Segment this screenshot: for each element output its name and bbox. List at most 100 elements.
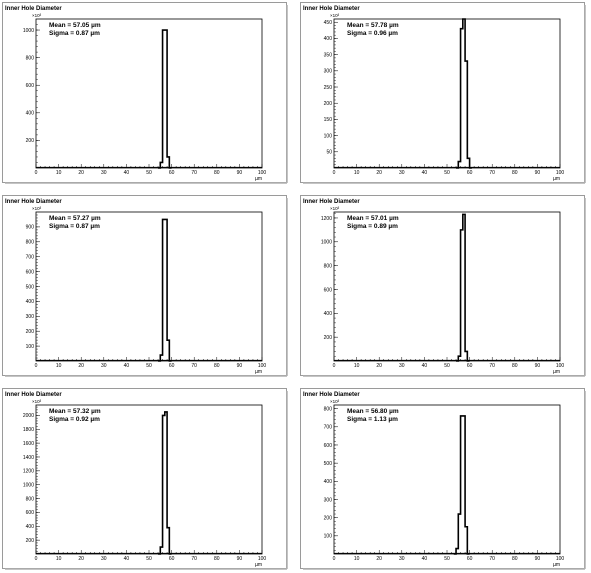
x-tick-label: 50 <box>146 170 152 176</box>
y-tick-label: 400 <box>26 299 35 305</box>
x-tick-label: 90 <box>535 556 541 562</box>
histogram-panel-1: Inner Hole Diameter ×10³ 0 10 20 30 40 50 60 70 80… <box>2 2 290 186</box>
y-tick-label: 200 <box>26 138 35 144</box>
x-tick-label: 90 <box>535 363 541 369</box>
sigma-label: Sigma = 1.13 µm <box>347 416 398 423</box>
panel-frame <box>2 2 287 183</box>
x-tick-label: 30 <box>399 556 405 562</box>
y-tick-label: 1000 <box>23 28 34 34</box>
y-tick-label: 500 <box>324 461 333 467</box>
x-tick-label: 40 <box>422 170 428 176</box>
y-tick-label: 800 <box>324 406 333 412</box>
x-tick-label: 80 <box>512 556 518 562</box>
y-tick-label: 600 <box>26 510 35 516</box>
chart-title: Inner Hole Diameter <box>303 199 360 205</box>
x-tick-label: 100 <box>556 363 565 369</box>
x-tick-label: 0 <box>333 556 336 562</box>
y-tick-label: 1000 <box>321 240 332 246</box>
y-tick-label: 200 <box>324 515 333 521</box>
y-tick-label: 200 <box>324 101 333 107</box>
y-tick-label: 1000 <box>23 482 34 488</box>
mean-label: Mean = 57.32 µm <box>49 408 101 415</box>
panel-frame <box>300 2 585 183</box>
y-tick-label: 300 <box>324 69 333 75</box>
x-tick-label: 100 <box>258 170 267 176</box>
y-tick-label: 1200 <box>321 216 332 222</box>
x-axis-unit: µm <box>553 176 560 182</box>
y-tick-label: 100 <box>324 534 333 540</box>
x-axis-unit: µm <box>553 562 560 568</box>
histogram-series-line <box>158 218 172 362</box>
histogram-svg: Inner Hole Diameter×10³ 0 10 20 30 40 50 60 70 80… <box>300 388 586 570</box>
x-tick-label: 20 <box>376 363 382 369</box>
x-tick-label: 10 <box>56 556 62 562</box>
y-tick-label: 1200 <box>23 469 34 475</box>
chart-title: Inner Hole Diameter <box>5 199 62 205</box>
y-tick-label: 1400 <box>23 455 34 461</box>
x-tick-label: 40 <box>124 170 130 176</box>
y-tick-label: 1800 <box>23 427 34 433</box>
y-tick-label: 600 <box>324 287 333 293</box>
y-tick-label: 400 <box>26 111 35 117</box>
x-tick-label: 80 <box>214 170 220 176</box>
histogram-series-line <box>456 213 470 362</box>
chart-title: Inner Hole Diameter <box>5 6 62 12</box>
y-tick-label: 800 <box>26 55 35 61</box>
x-tick-label: 70 <box>489 556 495 562</box>
y-tick-label: 600 <box>324 443 333 449</box>
x-tick-label: 0 <box>35 556 38 562</box>
x-tick-label: 70 <box>489 363 495 369</box>
y-tick-label: 800 <box>26 496 35 502</box>
x-tick-label: 100 <box>258 363 267 369</box>
sigma-label: Sigma = 0.87 µm <box>49 223 100 230</box>
x-tick-label: 90 <box>237 556 243 562</box>
histogram-svg: Inner Hole Diameter×10³ 0 10 20 30 40 50 60 70 80… <box>2 2 288 184</box>
y-tick-label: 100 <box>26 344 35 350</box>
x-tick-label: 10 <box>56 363 62 369</box>
y-tick-label: 1600 <box>23 441 34 447</box>
x-axis-unit: µm <box>255 562 262 568</box>
mean-label: Mean = 57.05 µm <box>49 22 101 29</box>
x-tick-label: 50 <box>444 363 450 369</box>
mean-label: Mean = 57.01 µm <box>347 215 399 222</box>
x-tick-label: 10 <box>354 170 360 176</box>
x-tick-label: 60 <box>467 363 473 369</box>
y-tick-label: 250 <box>324 85 333 91</box>
x-tick-label: 40 <box>124 556 130 562</box>
x-tick-label: 0 <box>333 363 336 369</box>
y-tick-label: 600 <box>26 83 35 89</box>
y-tick-label: 400 <box>26 524 35 530</box>
sigma-label: Sigma = 0.92 µm <box>49 416 100 423</box>
x-tick-label: 40 <box>422 556 428 562</box>
histogram-panel-5: Inner Hole Diameter ×10³ 0 10 20 30 40 50 60 70 80… <box>2 388 290 572</box>
x-tick-label: 30 <box>101 363 107 369</box>
histogram-panel-4: Inner Hole Diameter ×10³ 0 10 20 30 40 50 60 70 80… <box>300 195 588 379</box>
x-tick-label: 20 <box>376 556 382 562</box>
x-axis-unit: µm <box>553 369 560 375</box>
histogram-svg: Inner Hole Diameter×10³ 0 10 20 30 40 50 60 70 80… <box>300 2 586 184</box>
x-axis-unit: µm <box>255 176 262 182</box>
x-tick-label: 60 <box>467 170 473 176</box>
y-tick-label: 800 <box>324 263 333 269</box>
histogram-svg: Inner Hole Diameter×10³ 0 10 20 30 40 50 60 70 80… <box>300 195 586 377</box>
panel-frame <box>2 388 287 569</box>
y-multiplier-label: ×10³ <box>330 206 340 211</box>
y-tick-label: 100 <box>324 133 333 139</box>
x-tick-label: 60 <box>169 363 175 369</box>
y-tick-label: 50 <box>326 150 332 156</box>
y-tick-label: 200 <box>26 538 35 544</box>
y-tick-label: 2000 <box>23 413 34 419</box>
histogram-panel-3: Inner Hole Diameter ×10³ 0 10 20 30 40 50 60 70 80… <box>2 195 290 379</box>
histogram-svg: Inner Hole Diameter×10³ 0 10 20 30 40 50 60 70 80… <box>2 195 288 377</box>
histogram-series-line <box>158 411 172 555</box>
panel-frame <box>2 195 287 376</box>
y-multiplier-label: ×10³ <box>32 206 42 211</box>
y-tick-label: 300 <box>324 497 333 503</box>
histogram-panel-2: Inner Hole Diameter ×10³ 0 10 20 30 40 50 60 70 80… <box>300 2 588 186</box>
y-tick-label: 700 <box>324 425 333 431</box>
x-tick-label: 70 <box>191 556 197 562</box>
histogram-series-line <box>456 18 472 169</box>
x-tick-label: 30 <box>399 170 405 176</box>
x-tick-label: 10 <box>354 556 360 562</box>
x-axis-unit: µm <box>255 369 262 375</box>
